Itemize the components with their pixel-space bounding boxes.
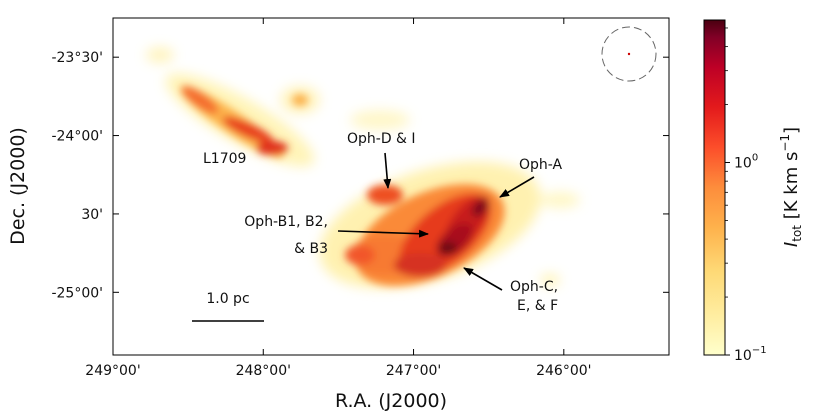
region-label-oph-d-i: Oph-D & I bbox=[347, 131, 416, 147]
region-label-oph-c-1: Oph-C, bbox=[510, 279, 558, 295]
region-label-oph-b-2: & B3 bbox=[294, 241, 328, 257]
arrow-oph-c bbox=[463, 267, 503, 291]
y-tick-label: -24°00' bbox=[51, 129, 103, 145]
intensity-map bbox=[146, 47, 580, 289]
colorbar-label: Itot [K km s−1] bbox=[778, 127, 804, 247]
y-axis-ticks: -23°30' -24°00' 30' -25°00' bbox=[51, 50, 669, 301]
y-tick-label: -25°00' bbox=[51, 285, 103, 301]
plot-frame bbox=[112, 17, 670, 356]
colorbar-tick-label: 100 bbox=[734, 153, 758, 172]
colorbar-ticks: 100 10−1 bbox=[725, 27, 767, 364]
scale-bar: 1.0 pc bbox=[192, 291, 264, 322]
arrow-oph-a bbox=[499, 176, 535, 198]
x-tick-label: 249°00' bbox=[85, 363, 140, 379]
region-label-l1709: L1709 bbox=[203, 151, 246, 167]
arrow-oph-d bbox=[383, 152, 392, 189]
colorbar-gradient bbox=[703, 19, 726, 356]
arrow-oph-b bbox=[337, 229, 429, 238]
x-axis-ticks: 249°00' 248°00' 247°00' 246°00' bbox=[85, 18, 592, 379]
annotation-arrows bbox=[337, 152, 535, 291]
y-tick-label: -23°30' bbox=[51, 50, 103, 66]
region-label-oph-b-1: Oph-B1, B2, bbox=[244, 214, 328, 230]
colorbar-tick-label: 10−1 bbox=[734, 345, 767, 364]
x-tick-label: 247°00' bbox=[386, 363, 441, 379]
y-tick-label: 30' bbox=[81, 207, 103, 223]
scale-bar-label: 1.0 pc bbox=[206, 291, 249, 307]
region-label-oph-a: Oph-A bbox=[519, 157, 563, 173]
x-axis-label: R.A. (J2000) bbox=[335, 390, 447, 412]
colorbar: 100 10−1 Itot [K km s−1] bbox=[703, 19, 804, 364]
region-label-oph-c-2: E, & F bbox=[517, 298, 558, 314]
x-tick-label: 246°00' bbox=[536, 363, 591, 379]
y-axis-label: Dec. (J2000) bbox=[7, 127, 29, 245]
x-tick-label: 248°00' bbox=[236, 363, 291, 379]
beam-circle bbox=[601, 26, 657, 82]
